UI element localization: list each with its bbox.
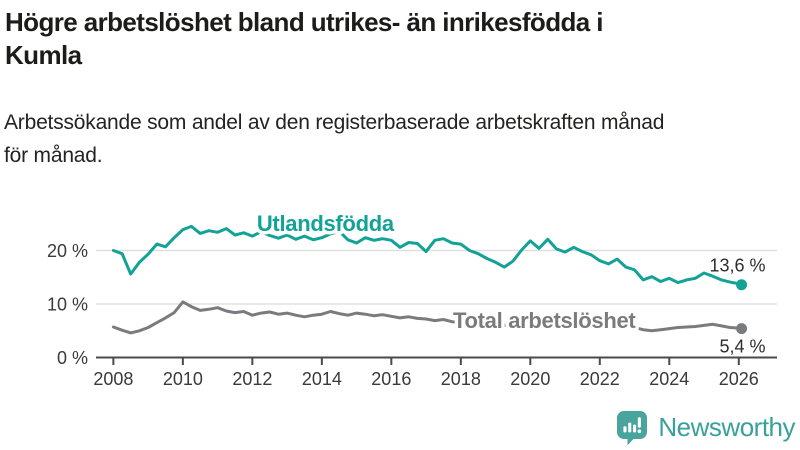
- title-line-2: Kumla: [5, 40, 82, 70]
- x-tick-label: 2020: [510, 369, 550, 389]
- series-line: [111, 224, 744, 287]
- subtitle-line-2: för månad.: [4, 144, 103, 167]
- y-tick-label: 20 %: [47, 241, 88, 261]
- series-end-dot: [736, 323, 748, 335]
- newsworthy-speech-bubble-bar-chart-icon: [617, 411, 648, 446]
- series-label: Total arbetslöshet: [453, 308, 636, 333]
- page-title: Högre arbetslöshet bland utrikes- än inr…: [5, 6, 603, 72]
- x-tick-label: 2022: [580, 369, 620, 389]
- series-end-value-label: 5,4 %: [720, 337, 766, 357]
- x-tick-label: 2018: [441, 369, 481, 389]
- title-line-1: Högre arbetslöshet bland utrikes- än inr…: [5, 7, 603, 37]
- series-label: Utlandsfödda: [257, 211, 395, 236]
- x-tick-label: 2008: [93, 369, 133, 389]
- y-tick-label: 10 %: [47, 295, 88, 315]
- x-tick-label: 2026: [719, 369, 759, 389]
- unemployment-line-chart: 2008 2010 2012 2014 2016 2018 2020 2022 2024 2026…: [47, 208, 777, 389]
- x-tick-label: 2010: [163, 369, 203, 389]
- x-tick-label: 2012: [232, 369, 272, 389]
- series-end-dot: [736, 279, 748, 291]
- x-tick-label: 2016: [371, 369, 411, 389]
- x-tick-label: 2014: [302, 369, 342, 389]
- newsworthy-logo: Newsworthy: [614, 409, 795, 446]
- newsworthy-wordmark: Newsworthy: [658, 412, 795, 442]
- y-tick-label: 0 %: [57, 348, 88, 368]
- x-tick-label: 2024: [649, 369, 689, 389]
- chart-subtitle: Arbetssökande som andel av den registerb…: [4, 106, 664, 172]
- series-line: [111, 300, 744, 335]
- series-end-value-label: 13,6 %: [710, 256, 766, 276]
- subtitle-line-1: Arbetssökande som andel av den registerb…: [4, 111, 665, 134]
